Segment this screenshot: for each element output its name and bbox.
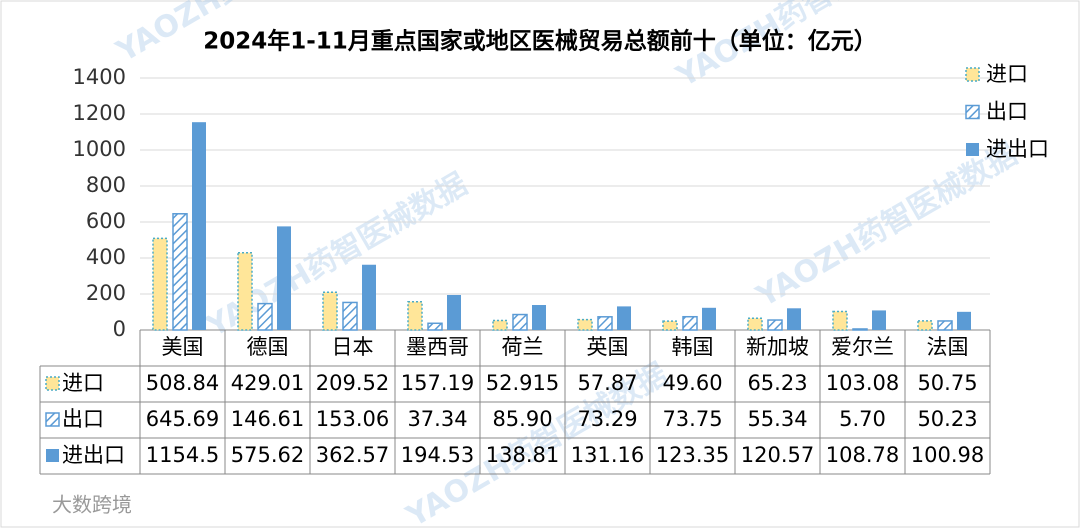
table-cell: 73.75 [662,407,722,431]
bar [957,311,971,330]
legend-key [966,143,979,156]
table-cell: 429.01 [231,371,304,395]
table-cell: 85.90 [492,407,552,431]
table-cell: 65.23 [747,371,807,395]
bar [577,318,593,331]
table-cell: 508.84 [146,371,219,395]
bar [257,302,273,331]
x-tick-label: 英国 [587,335,629,359]
bar [277,226,291,330]
x-tick-label: 韩国 [672,335,714,359]
table-cell: 49.60 [662,371,722,395]
table-cell: 645.69 [146,407,219,431]
table-cell: 73.29 [577,407,637,431]
table-cell: 131.16 [571,443,644,467]
table-cell: 50.75 [917,371,977,395]
bar [427,322,443,331]
x-tick-label: 荷兰 [502,335,544,359]
x-tick-label: 墨西哥 [406,335,469,359]
table-cell: 362.57 [316,443,389,467]
table-cell: 153.06 [316,407,389,431]
bar [767,319,783,331]
x-tick-label: 美国 [162,335,204,359]
table-cell: 108.78 [826,443,899,467]
bar [787,308,801,330]
bar [617,306,631,330]
x-tick-label: 爱尔兰 [831,335,894,359]
table-cell: 120.57 [741,443,814,467]
table-legend-key [45,376,60,391]
table-cell: 194.53 [401,443,474,467]
table-row-label: 进口 [62,371,104,395]
bar [362,264,376,330]
table-cell: 138.81 [486,443,559,467]
bar [322,291,338,331]
x-tick-label: 法国 [927,335,969,359]
y-tick-label: 800 [86,173,126,197]
table-cell: 100.98 [911,443,984,467]
brand: 大数跨境 [52,493,132,517]
bar [662,320,678,331]
table-cell: 5.70 [839,407,886,431]
bar [512,313,528,331]
table-cell: 52.915 [486,371,559,395]
bar [682,315,698,331]
bar [152,237,168,331]
bar [852,328,868,331]
table-cell: 37.34 [407,407,467,431]
bar [917,320,933,331]
x-tick-label: 德国 [247,335,289,359]
y-tick-label: 1400 [73,65,126,89]
table-cell: 50.23 [917,407,977,431]
table-row-label: 进出口 [62,443,125,467]
bar [172,213,188,331]
y-tick-label: 600 [86,209,126,233]
y-tick-label: 400 [86,245,126,269]
table-cell: 146.61 [231,407,304,431]
bar [407,300,423,331]
x-tick-label: 日本 [332,335,374,359]
legend-key [965,104,980,120]
chart-title: 2024年1-11月重点国家或地区医械贸易总额前十（单位：亿元） [203,28,877,55]
y-tick-label: 1200 [73,101,126,125]
legend-key [965,67,980,82]
bar [872,310,886,330]
table-cell: 157.19 [401,371,474,395]
legend-label: 进出口 [986,137,1049,161]
table-legend-key [46,449,59,462]
table-cell: 123.35 [656,443,729,467]
bar [342,301,358,331]
legend-label: 进口 [986,62,1028,86]
bar [532,305,546,330]
bar [702,307,716,330]
bar [237,252,253,331]
bar [832,310,848,331]
table-cell: 55.34 [747,407,807,431]
watermark: YAOZH药智医械数据 [750,137,1023,315]
bar [597,316,613,331]
table-cell: 57.87 [577,371,637,395]
x-tick-label: 新加坡 [746,335,809,359]
table-cell: 209.52 [316,371,389,395]
bar [937,320,953,331]
bar [492,319,508,331]
legend-label: 出口 [986,100,1028,124]
table-row-label: 出口 [62,407,104,431]
table-cell: 103.08 [826,371,899,395]
table-cell: 575.62 [231,443,304,467]
table-cell: 1154.5 [146,443,219,467]
y-tick-label: 200 [86,281,126,305]
y-tick-label: 0 [113,317,126,341]
y-tick-label: 1000 [73,137,126,161]
bar [747,317,763,331]
bar [192,122,206,330]
table-legend-key [45,412,60,427]
bar [447,294,461,330]
